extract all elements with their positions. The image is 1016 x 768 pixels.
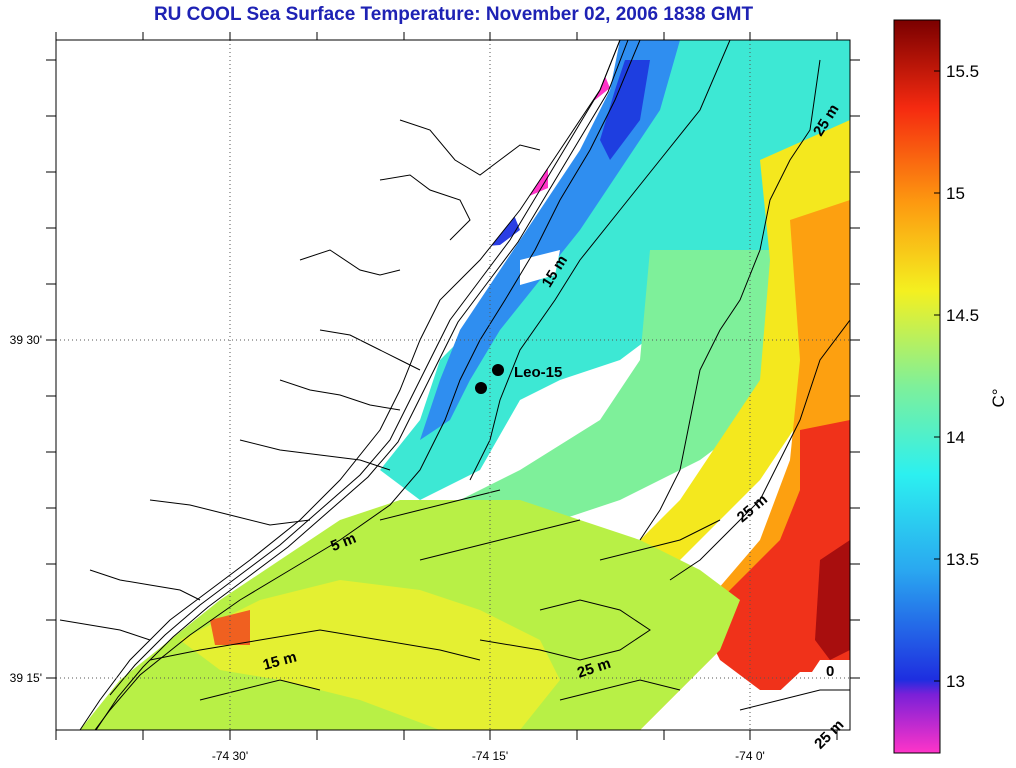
colorbar	[893, 19, 941, 754]
contour-label: 0	[826, 663, 834, 680]
x-tick-label: -74 15'	[472, 749, 508, 763]
colorbar-tick-label: 14	[946, 428, 965, 447]
grid-lines	[56, 40, 850, 730]
colorbar-tick-label: 13	[946, 672, 965, 691]
axis-ticks	[46, 32, 860, 740]
land	[56, 40, 621, 730]
colorbar-ticks	[934, 70, 940, 682]
depth-contours	[94, 40, 850, 730]
station-marker	[492, 364, 504, 376]
colorbar-tick-label: 15	[946, 184, 965, 203]
colorbar-unit-label: C°	[989, 388, 1008, 407]
plot-frame	[55, 39, 851, 731]
station-label: Leo-15	[514, 364, 562, 381]
colorbar-tick-label: 13.5	[946, 550, 979, 569]
y-tick-label: 39 30'	[10, 333, 42, 347]
y-tick-label: 39 15'	[10, 671, 42, 685]
x-tick-label: -74 0'	[735, 749, 765, 763]
coastline-details	[59, 40, 629, 730]
colorbar-tick-label: 15.5	[946, 62, 979, 81]
station-marker	[475, 382, 487, 394]
x-tick-label: -74 30'	[212, 749, 248, 763]
page-title: RU COOL Sea Surface Temperature: Novembe…	[153, 4, 754, 25]
colorbar-tick-label: 14.5	[946, 306, 979, 325]
